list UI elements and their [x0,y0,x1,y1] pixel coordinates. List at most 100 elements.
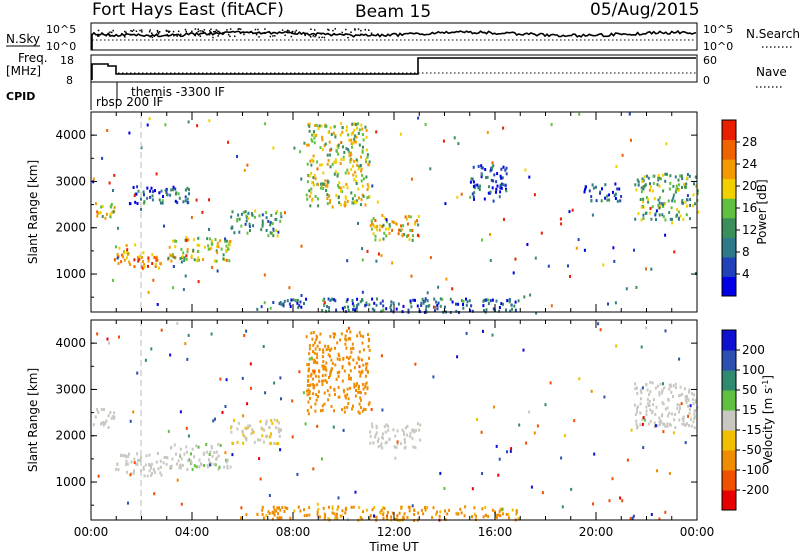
velocity-cell [634,382,637,386]
power-cell [425,305,428,308]
power-cell [444,305,446,309]
power-cell [364,157,367,161]
velocity-cell [680,402,683,406]
velocity-cell [156,452,159,455]
power-cell [681,186,683,189]
power-cell [346,125,348,129]
power-cell [147,264,149,268]
power-cell [412,298,415,302]
velocity-cell [329,385,332,389]
velocity-cell [669,384,672,388]
power-cell [523,295,526,299]
velocity-cell [460,511,463,515]
power-cell [347,133,350,137]
power-cell [323,144,326,148]
nsky-point [347,36,349,39]
velocity-cell [619,496,622,500]
velocity-cell [380,508,383,512]
power-cell [327,130,330,134]
velocity-cell [277,421,280,425]
velocity-cell [325,348,328,352]
power-cell [643,175,646,179]
velocity-cell [333,335,335,339]
power-cell [635,188,638,192]
velocity-cell [549,381,552,385]
velocity-cell [324,514,327,518]
nsky-point [151,32,153,34]
velocity-cell [365,381,368,385]
power-cell [308,195,311,198]
velocity-cell [348,377,350,381]
power-cell [371,307,374,311]
velocity-cell [102,423,105,427]
velocity-cell [291,399,294,403]
velocity-cell [242,414,245,418]
velocity-cell [593,452,596,456]
velocity-cell [343,369,346,373]
velocity-cell [659,419,662,423]
velocity-cell [272,505,275,509]
velocity-cell [129,419,132,423]
power-cell [96,214,99,218]
power-cell [395,307,398,311]
power-cell [348,154,351,157]
power-cell [439,297,442,301]
power-cell [575,246,578,250]
velocity-cell [129,473,132,477]
power-cell [198,258,200,262]
power-cell [104,216,107,220]
power-cell [485,298,488,302]
velocity-cell [669,423,672,427]
velocity-cell [666,422,669,426]
power-cell [376,200,379,204]
velocity-cell [342,388,345,392]
power-cell [427,304,430,308]
power-cell [346,259,349,263]
power-cell [335,308,338,312]
velocity-cell [217,442,220,446]
power-cell [331,162,334,166]
vel-cbar-swatch [722,330,736,351]
velocity-cell [346,355,348,359]
velocity-cell [664,407,667,411]
power-cell [374,225,377,229]
power-cell [409,301,412,305]
freq-tick-bottom: 8 [66,74,73,87]
power-cell [444,202,447,206]
power-cell [265,228,268,232]
power-cell [453,136,456,140]
nsky-point [135,30,138,32]
power-cell [159,262,162,266]
power-cell [612,246,615,250]
power-cell [329,148,332,152]
power-cell [261,222,264,226]
power-cell [201,210,204,214]
nsky-label: N.Sky [6,32,40,46]
power-cell [143,200,146,204]
power-cell [345,300,348,304]
power-cell [495,180,498,184]
power-cell [292,298,295,302]
nsky-point [165,30,168,32]
power-cell [227,140,230,144]
velocity-cell [687,404,690,408]
velocity-cell [327,517,330,521]
velocity-cell [198,465,201,469]
nsky-point [107,32,110,35]
power-cell [312,176,315,180]
power-cell [436,307,439,311]
power-cell [514,300,517,304]
power-cell [333,298,336,302]
velocity-cell [332,425,335,429]
power-cell [300,177,303,181]
power-cell [504,168,507,172]
power-cell [161,199,164,203]
power-cell [614,301,617,305]
velocity-cell [649,419,652,423]
power-cell [216,244,219,248]
velocity-cell [456,355,459,359]
velocity-cell [104,421,107,425]
power-cell [417,223,420,227]
power-cell [569,275,571,278]
power-cell [270,232,273,235]
